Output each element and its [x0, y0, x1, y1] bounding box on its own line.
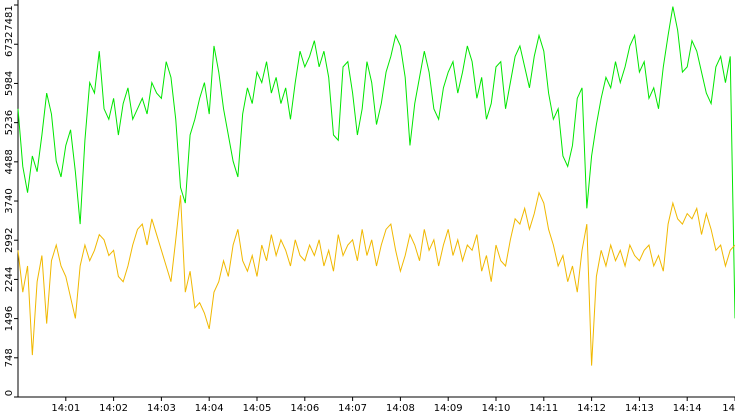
x-tick-label: 14:13	[625, 403, 654, 414]
y-tick-label: 4488	[4, 149, 15, 174]
x-tick-label: 14:05	[243, 403, 272, 414]
y-tick-label: 5984	[4, 71, 15, 96]
x-tick-label: 14:07	[338, 403, 367, 414]
y-tick-label: 2992	[4, 227, 15, 252]
data-line	[17, 191, 735, 366]
x-tick-label: 14:12	[577, 403, 606, 414]
y-tick-label: 2244	[4, 267, 15, 292]
x-tick-label: 14:03	[147, 403, 176, 414]
x-tick-label: 14:10	[482, 403, 511, 414]
x-tick-label: 14:14	[673, 403, 702, 414]
x-tick-label: 14:06	[290, 403, 319, 414]
y-tick-label: 3740	[4, 188, 15, 213]
y-tick-label: 7481	[4, 5, 15, 30]
y-tick-label: 748	[4, 348, 15, 367]
y-tick-label: 6732	[4, 32, 15, 57]
x-tick-label: 14:04	[195, 403, 224, 414]
y-tick-label: 1496	[4, 306, 15, 331]
y-tick-label: 5236	[4, 110, 15, 135]
x-tick-label: 14:01	[51, 403, 80, 414]
x-tick-label: 14:09	[434, 403, 463, 414]
x-tick-label: 14:11	[529, 403, 558, 414]
y-tick-label: 0	[4, 390, 15, 396]
data-line	[17, 6, 735, 319]
x-tick-label: 14:02	[99, 403, 128, 414]
x-tick-label: 14:08	[386, 403, 415, 414]
x-tick-label: 14	[722, 403, 735, 414]
